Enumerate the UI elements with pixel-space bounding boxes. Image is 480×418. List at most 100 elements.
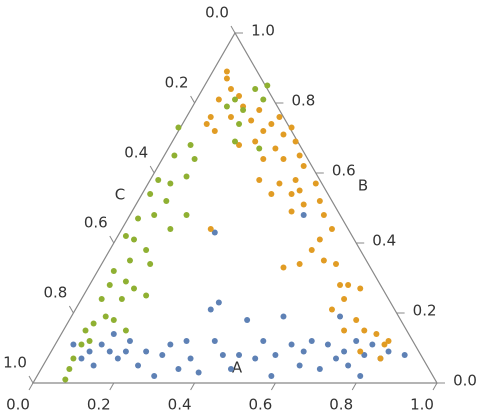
point xyxy=(300,212,307,218)
point xyxy=(126,257,133,264)
point xyxy=(211,128,218,134)
point xyxy=(147,191,154,197)
point xyxy=(324,341,331,348)
point xyxy=(106,282,113,288)
point xyxy=(296,362,303,369)
point xyxy=(223,75,230,82)
axis-label-a: A xyxy=(232,359,243,377)
point xyxy=(260,128,267,134)
c-tick-label: 0.6 xyxy=(84,214,108,232)
point xyxy=(155,177,162,183)
x-tick-label: 0.4 xyxy=(168,396,192,414)
point xyxy=(211,338,218,344)
point xyxy=(288,208,295,215)
point xyxy=(143,247,150,253)
point xyxy=(280,131,287,138)
c-tick-label: 0.4 xyxy=(124,144,148,162)
point xyxy=(280,313,287,320)
point xyxy=(70,355,77,362)
point xyxy=(187,355,194,362)
point xyxy=(260,338,267,344)
point xyxy=(215,299,222,306)
point xyxy=(328,226,335,232)
x-tick xyxy=(432,382,438,391)
point xyxy=(288,341,295,348)
point xyxy=(62,376,69,383)
point xyxy=(167,226,174,232)
point xyxy=(296,152,303,159)
point xyxy=(337,282,344,288)
point xyxy=(203,121,210,127)
point xyxy=(207,114,214,120)
point xyxy=(268,373,275,379)
point xyxy=(377,355,384,362)
point xyxy=(175,366,182,372)
point xyxy=(110,317,117,323)
point xyxy=(66,366,73,372)
point xyxy=(143,292,150,299)
point xyxy=(159,352,166,358)
point xyxy=(385,348,392,355)
point xyxy=(357,373,364,379)
point xyxy=(248,117,255,124)
triangle-frame xyxy=(31,31,439,384)
c-tick-label: 0.0 xyxy=(205,4,229,22)
y-tick-label: 0.4 xyxy=(372,232,396,250)
point xyxy=(316,366,323,372)
point xyxy=(232,138,238,145)
point xyxy=(252,86,259,92)
point xyxy=(320,212,327,218)
point xyxy=(256,177,263,183)
point xyxy=(236,352,243,358)
point xyxy=(195,369,202,376)
y-tick-label: 0.8 xyxy=(291,92,315,110)
point xyxy=(163,198,170,204)
c-tick xyxy=(190,95,196,104)
c-tick-label: 0.8 xyxy=(43,284,67,302)
point xyxy=(385,338,392,344)
point xyxy=(223,103,230,110)
x-tick xyxy=(28,382,34,391)
point xyxy=(90,320,97,327)
point xyxy=(316,236,323,243)
point xyxy=(143,348,150,355)
point xyxy=(151,212,158,218)
x-tick-label: 0.2 xyxy=(87,396,111,414)
point xyxy=(300,201,307,208)
y-tick-label: 1.0 xyxy=(251,22,275,40)
point xyxy=(86,338,93,344)
point xyxy=(353,338,360,344)
point xyxy=(373,331,380,337)
point xyxy=(183,173,190,180)
point xyxy=(219,352,226,358)
point xyxy=(308,338,315,344)
point xyxy=(122,278,129,285)
point xyxy=(183,212,190,218)
point xyxy=(333,261,339,267)
point xyxy=(276,114,283,120)
y-tick-label: 0.2 xyxy=(413,302,437,320)
point xyxy=(240,107,247,113)
point xyxy=(223,68,230,75)
c-tick xyxy=(149,165,155,174)
point xyxy=(260,156,267,162)
point xyxy=(207,226,214,232)
point xyxy=(357,285,364,292)
x-tick-label: 0.6 xyxy=(248,396,272,414)
point xyxy=(308,247,315,253)
point xyxy=(272,352,279,358)
point xyxy=(341,327,348,334)
point xyxy=(110,331,117,337)
point xyxy=(272,145,279,152)
point xyxy=(337,313,344,320)
point xyxy=(236,93,243,99)
point xyxy=(357,348,364,355)
point xyxy=(341,348,348,355)
c-tick xyxy=(230,25,236,34)
point xyxy=(98,341,105,348)
point xyxy=(252,355,259,362)
point xyxy=(264,82,271,89)
point xyxy=(268,191,275,197)
point xyxy=(114,355,121,362)
